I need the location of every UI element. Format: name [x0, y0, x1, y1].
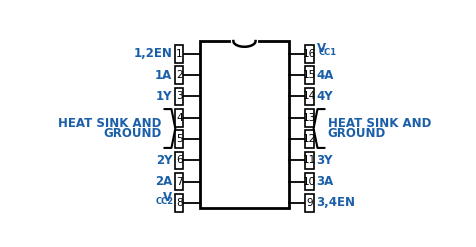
Text: 4: 4 — [176, 113, 182, 123]
Bar — [305, 173, 313, 190]
Text: 6: 6 — [176, 155, 182, 165]
Bar — [175, 88, 183, 105]
Text: 1: 1 — [176, 49, 182, 59]
Text: V: V — [163, 191, 172, 204]
Text: 15: 15 — [302, 70, 316, 80]
Bar — [305, 109, 313, 127]
Bar — [200, 41, 288, 208]
Bar — [305, 66, 313, 84]
Text: GROUND: GROUND — [103, 127, 161, 140]
Bar — [305, 88, 313, 105]
Text: 8: 8 — [176, 198, 182, 208]
Bar — [305, 45, 313, 63]
Bar — [175, 194, 183, 212]
Text: 4A: 4A — [316, 69, 333, 82]
Bar — [305, 152, 313, 169]
Text: 7: 7 — [176, 177, 182, 187]
Text: 1,2EN: 1,2EN — [133, 47, 172, 61]
Text: 16: 16 — [302, 49, 316, 59]
Text: HEAT SINK AND: HEAT SINK AND — [58, 117, 161, 130]
Bar — [175, 109, 183, 127]
Text: 3: 3 — [176, 91, 182, 102]
Text: 14: 14 — [302, 91, 316, 102]
Text: 5: 5 — [176, 134, 182, 144]
Text: CC2: CC2 — [156, 197, 174, 206]
Text: 3Y: 3Y — [316, 154, 332, 167]
Bar — [175, 152, 183, 169]
Bar — [175, 66, 183, 84]
Text: 2Y: 2Y — [156, 154, 172, 167]
Text: 4Y: 4Y — [316, 90, 332, 103]
Text: 2: 2 — [176, 70, 182, 80]
Text: 10: 10 — [302, 177, 316, 187]
Bar — [175, 45, 183, 63]
Text: V: V — [316, 42, 325, 55]
Text: 1Y: 1Y — [156, 90, 172, 103]
Text: 3A: 3A — [316, 175, 333, 188]
Text: 11: 11 — [302, 155, 316, 165]
Bar — [175, 130, 183, 148]
Text: 2A: 2A — [155, 175, 172, 188]
Text: 3,4EN: 3,4EN — [316, 196, 355, 209]
Bar — [305, 194, 313, 212]
Text: CC1: CC1 — [318, 48, 336, 58]
Text: HEAT SINK AND: HEAT SINK AND — [327, 117, 430, 130]
Bar — [175, 173, 183, 190]
Bar — [305, 130, 313, 148]
Text: 13: 13 — [302, 113, 316, 123]
Text: GROUND: GROUND — [327, 127, 385, 140]
Text: 12: 12 — [302, 134, 316, 144]
Text: 1A: 1A — [155, 69, 172, 82]
Text: 9: 9 — [306, 198, 312, 208]
